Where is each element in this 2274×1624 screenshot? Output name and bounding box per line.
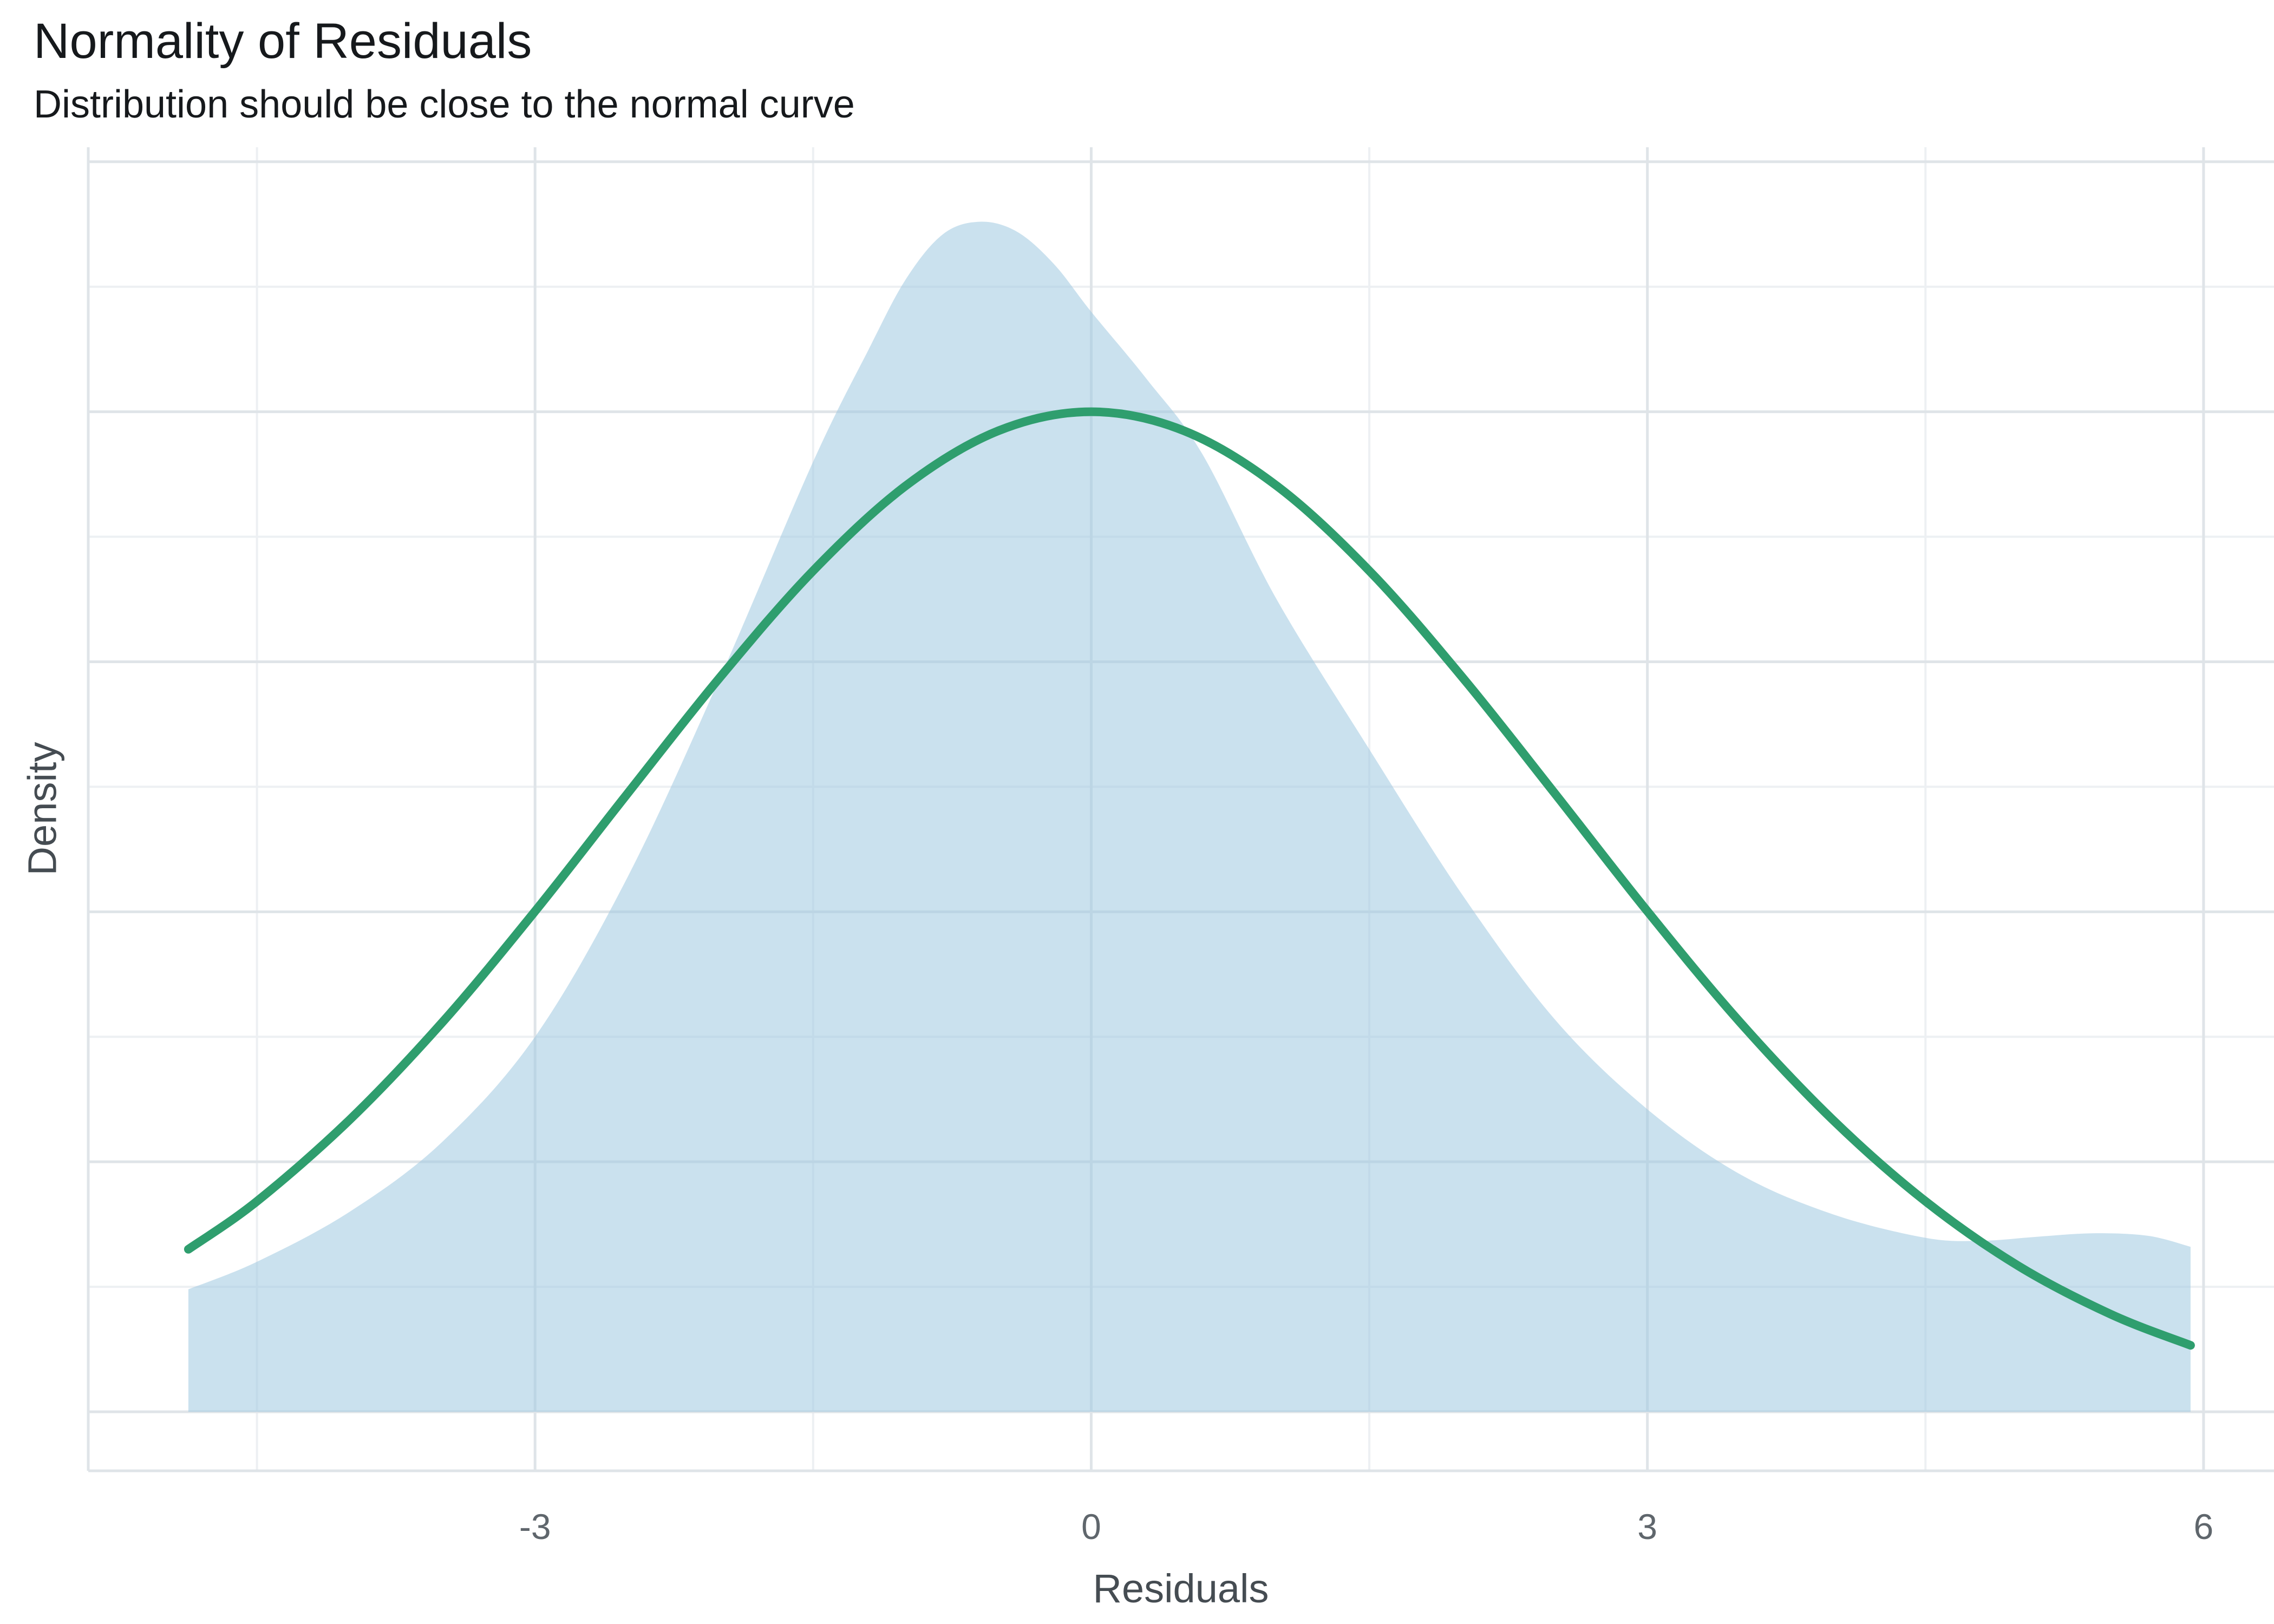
- y-axis-title: Density: [19, 742, 65, 876]
- x-tick-label: 6: [2193, 1507, 2214, 1547]
- x-tick-label: 3: [1637, 1507, 1658, 1547]
- x-tick-label: 0: [1081, 1507, 1101, 1547]
- chart-subtitle: Distribution should be close to the norm…: [34, 83, 855, 126]
- chart-title: Normality of Residuals: [34, 14, 532, 69]
- x-axis-title: Residuals: [1093, 1566, 1269, 1611]
- x-tick-label: -3: [519, 1507, 551, 1547]
